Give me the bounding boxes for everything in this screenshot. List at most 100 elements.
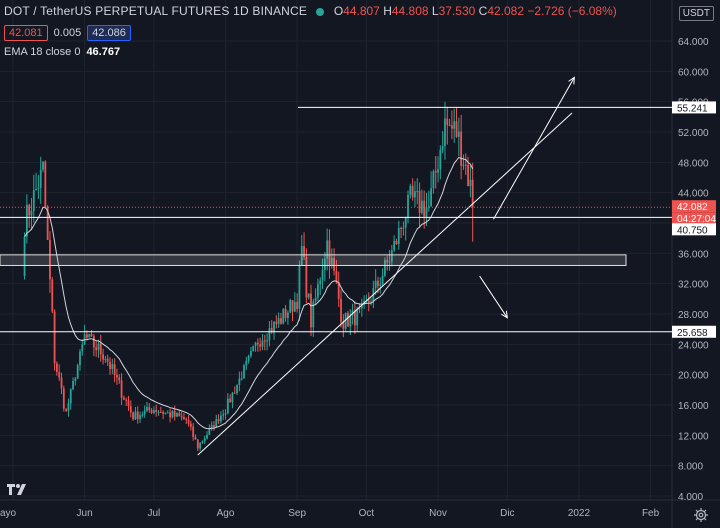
candle-body [173,410,176,417]
candle-body [384,260,386,276]
x-tick-label: Jul [148,508,161,519]
candle-body [196,439,199,449]
candle-body [203,438,206,442]
symbol-title[interactable]: DOT / TetherUS PERPETUAL FUTURES 1D BINA… [4,4,308,18]
candle-body [400,227,402,229]
candle-body [409,185,412,195]
y-tick-label: 28.000 [678,310,709,321]
candle-body [374,280,377,288]
candle-body [194,437,197,440]
candle-body [150,410,153,413]
candle-body [453,121,456,129]
candle-body [238,378,241,385]
candle-body [236,384,238,394]
candle-body [141,414,144,416]
candle-body [266,340,268,342]
candle-body [125,399,128,401]
candle-body [300,246,303,266]
arrow-down-head [501,310,508,319]
price-label: 55.241 [677,103,708,114]
candle-body [139,415,141,420]
candle-body [51,279,54,312]
candle-body [432,171,435,189]
candle-body [222,414,225,416]
trend-line [197,112,573,456]
candle-body [109,361,111,369]
candle-body [298,265,301,310]
y-tick-label: 44.000 [678,189,709,200]
market-status-dot-icon [316,7,325,16]
candle-body [430,188,433,207]
gear-icon[interactable] [694,508,708,522]
ema-label: EMA 18 close 0 [4,46,81,58]
candle-body [414,191,416,198]
candle-body [439,149,442,170]
candle-body [273,321,275,333]
candle-body [42,161,44,170]
candle-body [268,328,271,341]
candle-body [314,297,317,302]
candle-body [72,380,74,390]
close-value: 42.082 [487,4,525,18]
candle-body [213,425,215,428]
indicator-legend[interactable]: EMA 18 close 0 46.767 [4,46,120,58]
x-tick-label: 2022 [568,508,591,519]
candle-body [210,425,213,429]
candle-body [321,269,324,281]
candle-body [305,257,308,298]
candle-body [129,406,132,413]
high-label: H [383,4,392,18]
tradingview-logo-icon[interactable] [6,482,28,496]
ema-value: 46.767 [86,46,121,58]
candle-body [162,412,165,414]
buy-price-button[interactable]: 42.086 [87,25,131,41]
candle-body [402,227,405,229]
candle-body [79,351,81,366]
candle-body [330,257,333,265]
candle-body [270,328,273,333]
candle-body [307,293,310,298]
candle-body [289,300,292,313]
candle-body [395,240,398,245]
y-tick-label: 12.000 [678,431,709,442]
candle-body [199,442,202,449]
candle-body [457,131,460,137]
candle-body [55,363,58,373]
high-value: 44.808 [391,4,429,18]
candle-body [157,411,160,413]
candle-body [344,312,347,329]
sell-price-button[interactable]: 42.081 [4,25,48,41]
candle-body [286,312,289,318]
candle-body [284,308,287,318]
candle-body [189,423,192,427]
candle-body [32,190,35,211]
y-tick-label: 52.000 [678,128,709,139]
candle-body [293,301,296,312]
candle-body [340,298,342,323]
candle-body [132,412,135,420]
candle-body [35,188,37,191]
candle-body [250,351,252,356]
candle-body [317,284,319,298]
candle-body [192,426,195,438]
candle-body [310,293,312,328]
candle-body [187,420,190,424]
price-label: 04:27:04 [677,214,716,225]
candle-body [418,190,421,213]
candle-body [349,315,352,327]
candle-body [377,280,379,286]
candle-body [28,204,31,216]
candle-body [464,164,467,166]
candle-body [206,434,208,439]
currency-button[interactable]: USDT [678,6,714,21]
candle-body [425,206,428,217]
x-tick-label: Oct [359,508,375,519]
candle-body [127,400,130,407]
candle-body [282,308,285,324]
candle-body [69,389,72,404]
price-label: 42.082 [677,202,708,213]
candle-body [247,355,250,361]
ema-line [24,156,474,430]
candle-body [360,304,363,309]
